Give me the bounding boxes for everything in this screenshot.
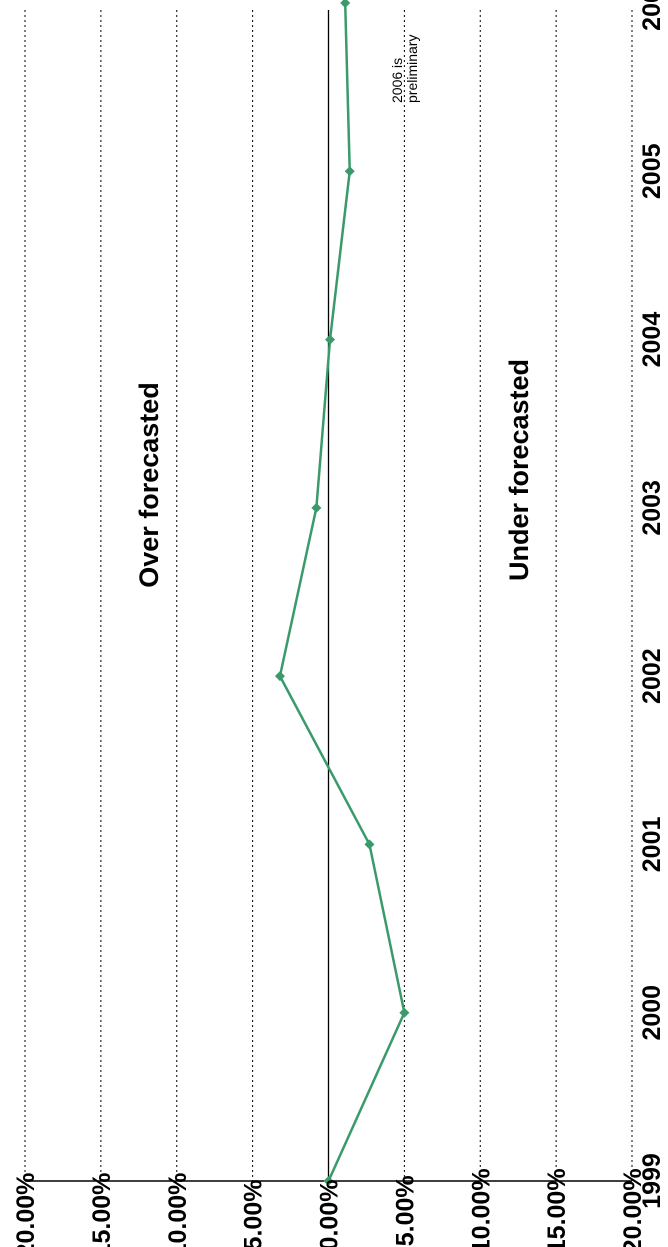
y-tick-label: 20.00% xyxy=(12,1173,40,1247)
data-point-marker xyxy=(344,166,355,177)
y-tick-label: 15.00% xyxy=(88,1173,116,1247)
data-point-marker xyxy=(340,0,351,8)
data-point-marker xyxy=(325,334,336,345)
y-tick-label: -10.00% xyxy=(467,1168,495,1247)
y-tick-label: 0.00% xyxy=(316,1180,344,1247)
preliminary-note-line2: preliminary xyxy=(404,35,420,103)
y-tick-label: -15.00% xyxy=(543,1168,571,1247)
y-tick-label: 10.00% xyxy=(164,1173,192,1247)
x-tick-label: 1999 xyxy=(638,1153,666,1209)
y-tick-label: -20.00% xyxy=(619,1168,647,1247)
x-tick-label: 2003 xyxy=(638,480,666,536)
under-forecasted-label: Under forecasted xyxy=(504,359,534,581)
data-point-marker xyxy=(323,1176,334,1186)
gridlines xyxy=(24,10,633,1181)
series-line xyxy=(274,0,410,1186)
y-tick-label: -5.00% xyxy=(391,1175,419,1247)
over-forecasted-label: Over forecasted xyxy=(134,382,164,588)
preliminary-note-line1: 2006 is xyxy=(389,58,405,103)
data-point-marker xyxy=(274,671,285,682)
x-tick-label: 2005 xyxy=(638,143,666,199)
axes xyxy=(25,10,632,1182)
data-point-marker xyxy=(311,502,322,513)
tick-labels: -20.00% -15.00% -10.00% -5.00% 0.00% 5.00% 10.… xyxy=(12,0,666,1247)
x-tick-label: 2006 xyxy=(638,0,666,31)
data-point-marker xyxy=(399,1007,410,1018)
data-point-marker xyxy=(364,839,375,850)
x-tick-label: 2000 xyxy=(638,985,666,1041)
x-tick-label: 2001 xyxy=(638,817,666,873)
y-tick-label: 5.00% xyxy=(240,1180,268,1247)
x-tick-label: 2002 xyxy=(638,648,666,704)
series-path xyxy=(278,2,406,1182)
x-tick-label: 2004 xyxy=(638,312,666,368)
